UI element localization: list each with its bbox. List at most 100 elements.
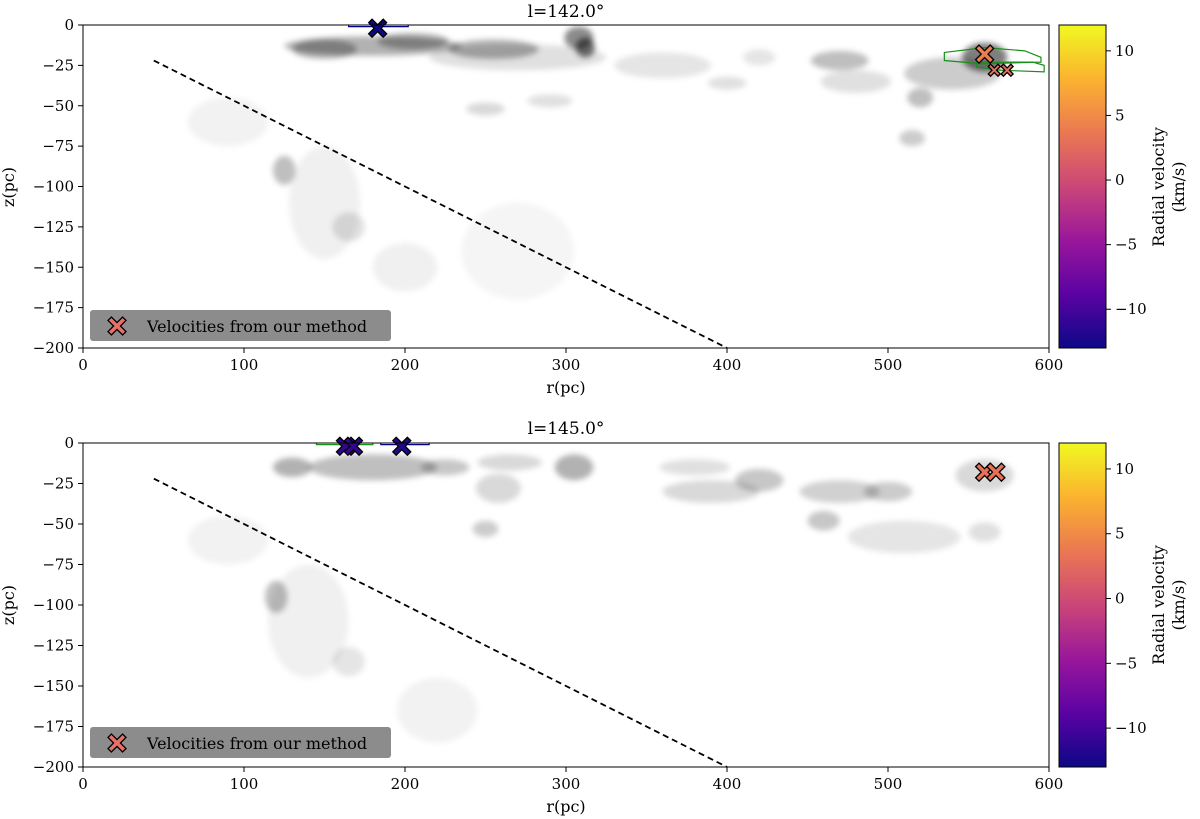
y-tick-label: −25 [42, 475, 74, 493]
density-blob [429, 44, 607, 71]
velocity-marker [1000, 63, 1015, 78]
colorbar-label: Radial velocity(km/s) [1149, 127, 1188, 247]
colorbar-tick-label: −10 [1115, 300, 1147, 318]
density-blob [907, 87, 934, 108]
legend-label: Velocities from our method [146, 734, 367, 753]
x-tick-label: 100 [230, 356, 259, 374]
legend-marker-icon [107, 733, 127, 753]
x-tick-label: 200 [391, 775, 420, 793]
y-tick-label: −100 [33, 178, 74, 196]
colorbar-gradient [1058, 24, 1107, 349]
y-tick-label: −200 [33, 758, 74, 776]
x-axis-label: r(pc) [546, 797, 585, 816]
x-tick-label: 0 [78, 356, 88, 374]
density-blob [899, 129, 926, 147]
x-axis-ticks: 0 100 200 300 400 500 600 [78, 767, 1063, 793]
y-tick-label: −125 [33, 218, 74, 236]
x-tick-label: 400 [713, 775, 742, 793]
density-blob [472, 520, 499, 537]
y-tick-label: −100 [33, 596, 74, 614]
colorbar-ticks: 10 5 0 −5 −10 [1106, 42, 1147, 318]
x-tick-label: 100 [230, 775, 259, 793]
y-tick-label: −75 [42, 556, 74, 574]
density-blob [527, 94, 573, 108]
heatmap-area [82, 18, 1050, 349]
density-blob [820, 70, 892, 93]
heatmap-area [82, 436, 1050, 768]
density-blob [308, 454, 438, 481]
density-blob [377, 33, 449, 50]
colorbar-ticks: 10 5 0 −5 −10 [1106, 460, 1147, 737]
density-blob [477, 454, 542, 471]
cloud-contour [348, 25, 409, 28]
y-tick-label: −50 [42, 97, 74, 115]
y-axis-ticks: 0 −25 −50 −75 −100 −125 −150 −175 −200 [33, 16, 83, 357]
density-blob [662, 480, 760, 503]
y-tick-label: −75 [42, 137, 74, 155]
y-tick-label: −175 [33, 718, 74, 736]
density-blob [807, 511, 840, 531]
colorbar-tick-label: 0 [1115, 590, 1125, 608]
x-axis-label: r(pc) [546, 378, 585, 397]
cloud-contour [380, 443, 430, 446]
colorbar-tick-label: −5 [1115, 236, 1137, 254]
legend: Velocities from our method [90, 310, 391, 341]
colorbar: 10 5 0 −5 −10 Radial velocity(km/s) [1058, 24, 1188, 349]
colorbar-tick-label: 5 [1115, 525, 1125, 543]
density-blob [272, 457, 312, 478]
colorbar: 10 5 0 −5 −10 Radial velocity(km/s) [1058, 442, 1188, 768]
x-tick-label: 300 [552, 775, 581, 793]
density-blob [372, 243, 438, 292]
x-tick-label: 500 [874, 775, 903, 793]
y-tick-label: −200 [33, 339, 74, 357]
y-tick-label: −150 [33, 258, 74, 276]
density-blob [743, 49, 776, 66]
x-tick-label: 0 [78, 775, 88, 793]
panel-title: l=145.0° [528, 419, 605, 439]
density-blob [475, 473, 521, 503]
y-tick-label: −175 [33, 299, 74, 317]
density-blob [396, 677, 478, 743]
density-blob [187, 97, 269, 147]
colorbar-tick-label: −5 [1115, 654, 1137, 672]
velocity-marker [974, 44, 995, 64]
density-blob [187, 515, 269, 565]
density-blob [707, 76, 747, 90]
density-blob [268, 564, 349, 678]
density-blob [968, 522, 1001, 542]
x-axis-ticks: 0 100 200 300 400 500 600 [78, 348, 1063, 374]
colorbar-tick-label: 10 [1115, 460, 1134, 478]
x-tick-label: 600 [1035, 356, 1064, 374]
density-blob [272, 155, 296, 185]
legend: Velocities from our method [90, 727, 391, 758]
density-blob [289, 146, 360, 260]
cloud-contour [975, 61, 1045, 73]
density-blob [810, 50, 869, 71]
colorbar-tick-label: 5 [1115, 106, 1125, 124]
density-blob [735, 468, 784, 492]
y-tick-label: 0 [64, 16, 74, 34]
density-blob [421, 459, 470, 476]
y-tick-label: −125 [33, 637, 74, 655]
y-tick-label: 0 [64, 434, 74, 452]
density-blob [466, 102, 505, 116]
panel-bottom: l=145.0° 0 100 200 300 400 500 600 0−25−50−75−… [0, 419, 1188, 816]
density-blob [847, 520, 961, 554]
colorbar-tick-label: −10 [1115, 719, 1147, 737]
velocity-marker [985, 462, 1006, 483]
density-blob [554, 454, 594, 481]
y-tick-label: −25 [42, 56, 74, 74]
panel-title: l=142.0° [528, 2, 605, 22]
y-tick-label: −150 [33, 677, 74, 695]
colorbar-tick-label: 0 [1115, 171, 1125, 189]
density-blob [799, 480, 880, 503]
colorbar-tick-label: 10 [1115, 42, 1134, 60]
density-blob [659, 459, 731, 476]
density-blob [461, 202, 575, 300]
x-tick-label: 200 [391, 356, 420, 374]
colorbar-label: Radial velocity(km/s) [1149, 545, 1188, 665]
x-tick-label: 400 [713, 356, 742, 374]
dashed-reference-line [153, 477, 728, 768]
legend-marker-icon [107, 316, 127, 336]
